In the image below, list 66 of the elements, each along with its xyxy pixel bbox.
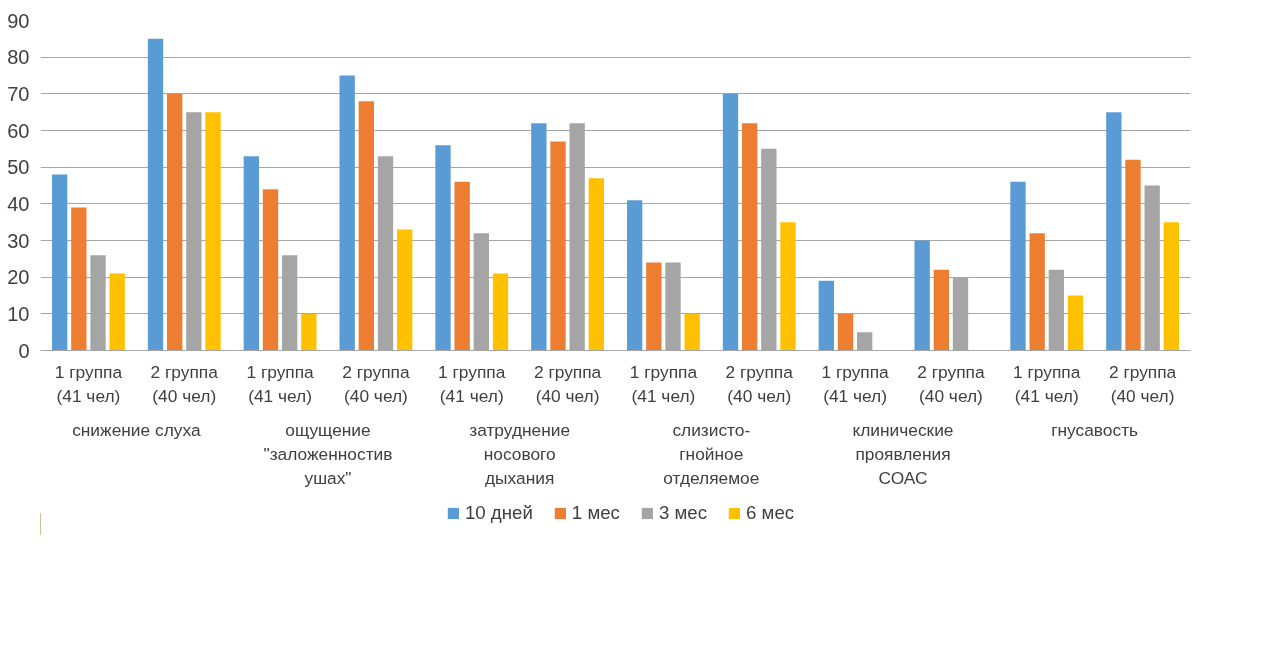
bar — [492, 273, 509, 351]
legend-label: 6 мес — [746, 501, 795, 524]
x-tick-label: 1 группа (41 чел) — [1013, 361, 1081, 406]
bar — [205, 112, 221, 351]
bar — [1163, 222, 1179, 351]
bar — [1010, 181, 1026, 351]
y-tick-label: 30 — [7, 229, 30, 252]
x-tick-label: 2 группа (40 чел) — [150, 361, 219, 406]
x-tick-label: 1 группа (41 чел) — [438, 361, 506, 406]
bar — [933, 269, 949, 351]
y-tick-label: 90 — [7, 9, 30, 32]
bar — [588, 178, 604, 351]
bar — [358, 101, 374, 351]
x-tick-label: 1 группа (41 чел) — [246, 361, 315, 406]
y-tick-label: 20 — [7, 266, 30, 289]
legend-label: 3 мес — [658, 501, 708, 524]
y-tick-label: 70 — [7, 82, 30, 105]
x-tick-label: 2 группа (40 чел) — [1108, 361, 1177, 406]
bar — [301, 313, 317, 351]
bar — [684, 313, 700, 351]
bar — [397, 229, 413, 351]
bar — [52, 174, 68, 351]
bar — [243, 156, 259, 351]
bar — [1067, 295, 1084, 351]
bar — [454, 181, 470, 351]
bar — [1029, 233, 1045, 351]
bar — [262, 189, 279, 351]
text: гнусавость — [1051, 419, 1139, 440]
bar — [109, 273, 125, 351]
bar — [1125, 159, 1141, 351]
x-tick-label: 1 группа (41 чел) — [54, 361, 123, 406]
y-tick-label: 10 — [7, 302, 30, 325]
bar — [435, 145, 451, 351]
text: ощущение "заложенностив ушах" — [263, 419, 393, 488]
x-tick-label: 2 группа (40 чел) — [533, 361, 602, 406]
x-tick-label: 2 группа (40 чел) — [917, 361, 985, 406]
bar — [147, 38, 164, 351]
bar — [742, 123, 758, 351]
bar — [339, 75, 355, 351]
bar — [722, 93, 739, 351]
text: снижение слуха — [72, 419, 201, 440]
legend-label: 10 дней — [464, 501, 533, 524]
text: слизисто-гнойное отделяемое — [663, 419, 760, 488]
x-tick-label: 2 группа (40 чел) — [342, 361, 410, 406]
x-tick-label: 2 группа (40 чел) — [725, 361, 794, 406]
bar — [1106, 112, 1122, 351]
bar — [837, 313, 854, 351]
bar — [646, 262, 662, 351]
y-tick-label: 0 — [18, 339, 30, 362]
bar — [780, 222, 796, 351]
bar — [531, 123, 547, 351]
y-tick-label: 80 — [7, 46, 30, 69]
text: клинические проявления СОАС — [852, 419, 954, 488]
legend-label: 1 мес — [571, 501, 620, 524]
y-tick-label: 50 — [7, 156, 30, 179]
y-tick-label: 60 — [7, 119, 30, 142]
bar — [71, 207, 87, 351]
bar — [167, 93, 183, 351]
x-tick-label: 1 группа (41 чел) — [629, 361, 698, 406]
text: затруднение носового дыхания — [469, 419, 571, 488]
x-tick-label: 1 группа (41 чел) — [821, 361, 890, 406]
bar — [818, 280, 834, 351]
bar — [550, 141, 566, 351]
y-tick-label: 40 — [7, 192, 30, 215]
bar — [627, 200, 643, 351]
bar — [914, 240, 930, 351]
